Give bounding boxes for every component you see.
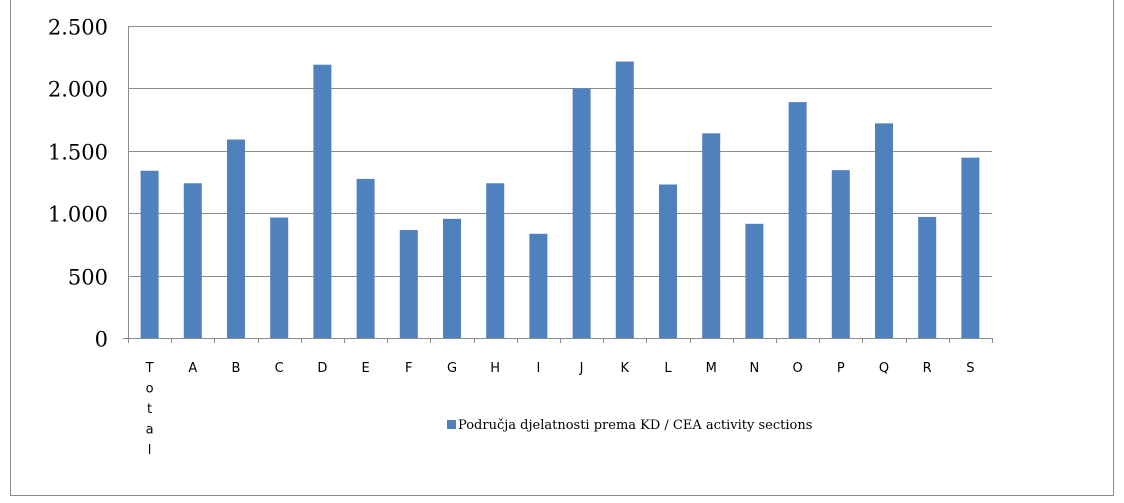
bars [140,61,980,339]
bar [227,139,245,338]
bar [918,216,937,338]
x-tick-label: J [579,361,584,376]
y-tick-label: 2.500 [48,16,108,40]
y-tick-label: 2.000 [48,78,108,102]
x-tick-label: L [664,361,672,376]
bar [961,157,980,338]
bar [529,233,548,338]
bar [183,183,202,338]
x-tick-label: D [317,361,327,376]
bar [270,217,289,338]
bar [788,102,807,339]
chart-frame [10,0,1114,496]
gridlines [128,26,992,277]
x-tick-label: K [621,361,630,376]
bar [486,183,505,338]
x-tick-label: N [750,361,760,376]
bar [615,61,634,339]
x-tick-label: R [923,361,932,376]
x-tick-label: G [447,361,457,376]
y-tick-label: 500 [68,266,108,290]
x-tick-label: H [490,361,500,376]
y-tick-label: 1.000 [48,203,108,227]
x-tick-label: E [361,361,369,376]
legend: Područja djelatnosti prema KD / CEA acti… [447,418,812,433]
bar [443,218,461,338]
x-tick-label: P [837,361,845,376]
x-tick-label: F [405,361,412,376]
bar [572,88,591,339]
x-tick-label: Q [879,361,889,376]
legend-swatch [447,420,456,429]
axes [123,26,993,343]
y-axis-tick-labels: 0 500 1.000 1.500 2.000 2.500 [48,16,108,352]
legend-label: Područja djelatnosti prema KD / CEA acti… [458,418,812,433]
bar [875,123,893,339]
bar [313,64,332,339]
x-tick-label: I [536,361,540,376]
x-tick-label: A [188,361,197,376]
bar [659,184,677,338]
bar [702,133,721,338]
x-tick-label: C [275,361,284,376]
bar [140,170,159,338]
y-tick-label: 1.500 [48,141,108,165]
x-tick-label: O [792,361,802,376]
x-tick-label: B [232,361,241,376]
bar [399,230,418,338]
bar [356,178,375,338]
bar [831,170,850,338]
x-tick-label: S [966,361,974,376]
y-tick-label: 0 [95,328,108,352]
x-tick-label: M [706,361,717,376]
bar [745,223,764,338]
